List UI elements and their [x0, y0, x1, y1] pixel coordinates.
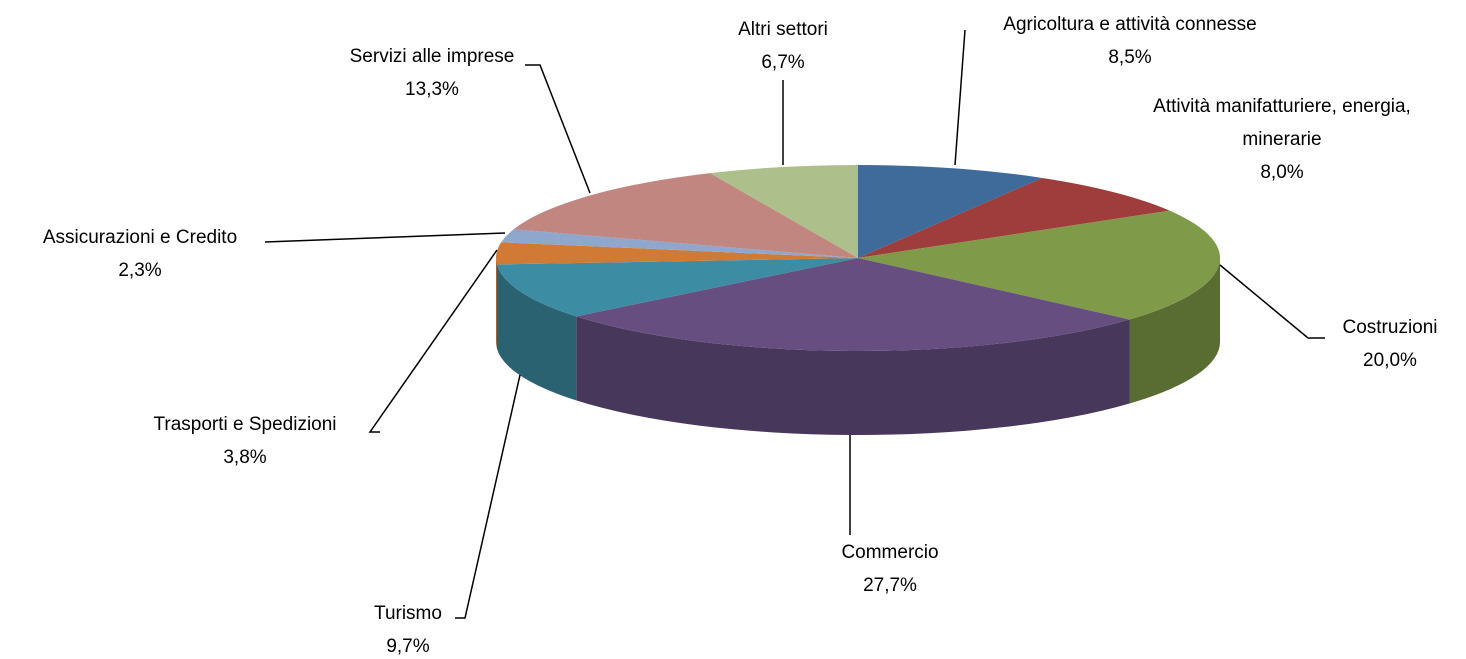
category-label: Turismo	[374, 603, 442, 624]
value-label: 8,5%	[1108, 47, 1152, 68]
slice	[496, 258, 858, 317]
category-label: Assicurazioni e Credito	[42, 227, 238, 248]
leader-line	[954, 29, 966, 166]
value-label: 8,0%	[1260, 162, 1304, 183]
slice	[858, 177, 1170, 258]
value-label: 20,0%	[1363, 350, 1417, 371]
slice-label: Trasporti e Spedizioni 3,8%	[153, 408, 336, 474]
leader-line	[455, 374, 521, 619]
category-label: Attività manifatturiere, energia, minera…	[1153, 96, 1411, 150]
value-label: 13,3%	[405, 79, 459, 100]
value-label: 9,7%	[386, 636, 430, 657]
slice-label: Agricoltura e attività connesse 8,5%	[1003, 8, 1256, 74]
leader-line	[264, 232, 506, 243]
category-label: Costruzioni	[1342, 317, 1438, 338]
side-walls	[496, 258, 1220, 436]
slice	[513, 173, 858, 258]
slice	[858, 210, 1220, 320]
value-label: 6,7%	[761, 52, 805, 73]
category-label: Commercio	[841, 542, 939, 563]
slice-side	[496, 264, 577, 401]
slice-side	[1129, 258, 1220, 404]
slice-label: Servizi alle imprese 13,3%	[350, 40, 515, 106]
slice	[858, 165, 1043, 258]
slice	[501, 229, 858, 258]
slice-side	[576, 316, 1130, 436]
slice-label: Commercio 27,7%	[841, 536, 938, 602]
value-label: 3,8%	[223, 447, 267, 468]
slice-label: Turismo 9,7%	[374, 597, 442, 659]
slice-tops	[496, 165, 1220, 352]
slice-label: Attività manifatturiere, energia, minera…	[1117, 90, 1447, 189]
category-label: Altri settori	[738, 19, 828, 40]
leader-line	[525, 64, 591, 194]
leader-line	[368, 249, 498, 433]
slice	[496, 242, 858, 265]
value-label: 2,3%	[118, 260, 162, 281]
slice	[710, 165, 858, 258]
value-label: 27,7%	[863, 575, 917, 596]
slice-label: Altri settori 6,7%	[738, 13, 828, 79]
category-label: Agricoltura e attività connesse	[1003, 14, 1257, 35]
slice-label: Assicurazioni e Credito 2,3%	[43, 221, 237, 287]
leader-line	[1219, 264, 1325, 339]
category-label: Trasporti e Spedizioni	[153, 414, 337, 435]
slice	[576, 258, 1130, 352]
slice-label: Costruzioni 20,0%	[1342, 311, 1437, 377]
slice-side	[496, 258, 497, 349]
category-label: Servizi alle imprese	[349, 46, 515, 67]
